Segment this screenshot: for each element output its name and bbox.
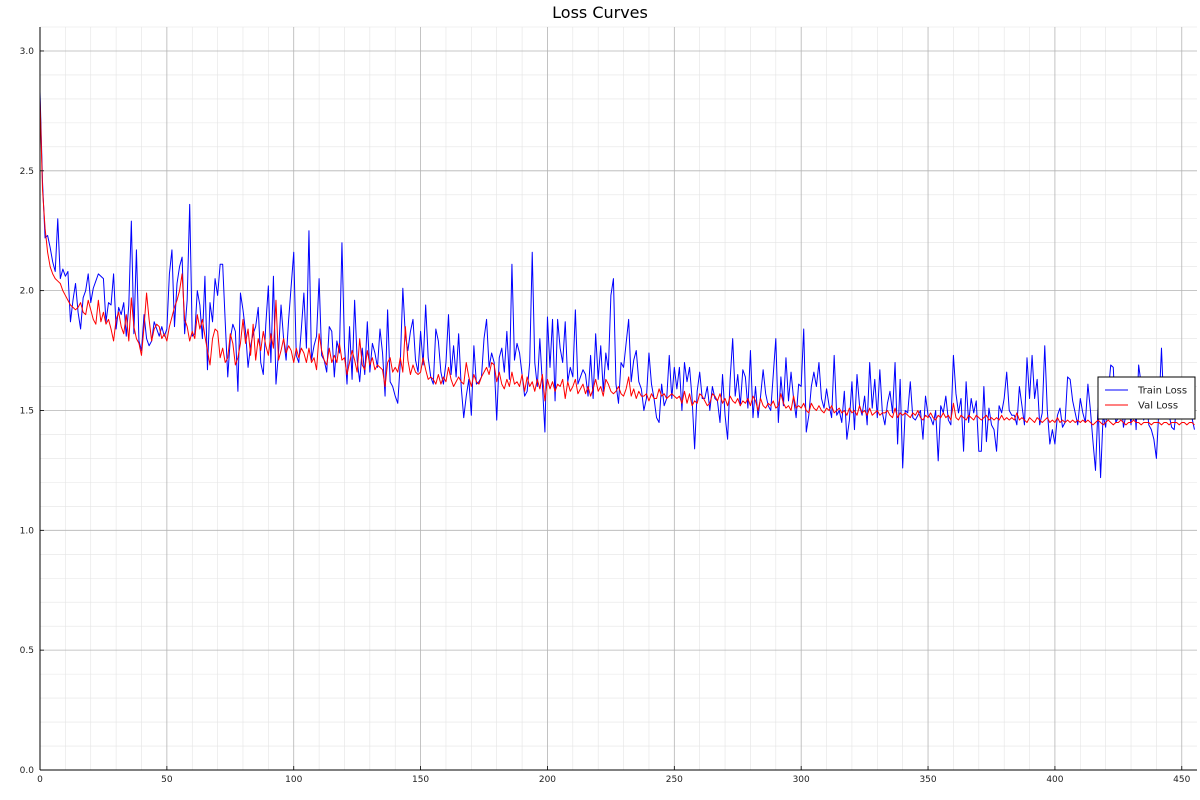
y-tick-label: 0.0 [20, 766, 35, 776]
series-group [39, 91, 1195, 479]
minor-grid [40, 26, 1197, 770]
x-tick-label: 150 [412, 775, 429, 785]
y-tick-label: 1.0 [20, 526, 35, 536]
legend-label: Train Loss [1137, 386, 1187, 397]
series-line-val-loss [39, 98, 1195, 426]
x-tick-label: 450 [1173, 775, 1190, 785]
series-line-train-loss [39, 91, 1195, 479]
x-tick-label: 50 [161, 775, 173, 785]
y-tick-label: 2.0 [20, 287, 35, 297]
y-tick-label: 3.0 [20, 47, 35, 57]
x-tick-label: 300 [793, 775, 810, 785]
legend-label: Val Loss [1138, 401, 1178, 412]
y-tick-label: 2.5 [20, 167, 34, 177]
y-tick-label: 0.5 [20, 646, 34, 656]
chart-title: Loss Curves [552, 3, 648, 22]
y-axis-ticks: 0.0 0.5 1.0 1.5 2.0 2.5 3.0 [20, 47, 44, 776]
legend: Train Loss Val Loss [1097, 376, 1196, 420]
x-tick-label: 250 [666, 775, 683, 785]
x-tick-label: 0 [37, 775, 43, 785]
x-tick-label: 100 [285, 775, 302, 785]
axes [39, 27, 1197, 771]
y-tick-label: 1.5 [20, 406, 34, 416]
x-tick-label: 400 [1046, 775, 1063, 785]
legend-box [1097, 376, 1196, 420]
x-axis-ticks: 0 50 100 150 200 250 300 350 400 450 [37, 766, 1191, 785]
x-tick-label: 350 [919, 775, 936, 785]
x-tick-label: 200 [539, 775, 556, 785]
